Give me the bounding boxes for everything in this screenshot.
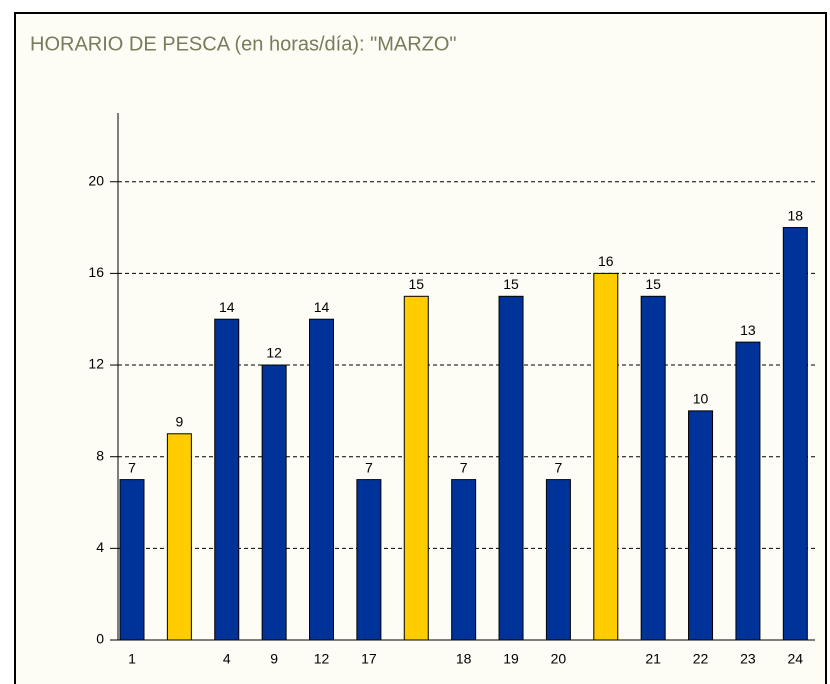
x-tick-label: 18 bbox=[456, 651, 472, 667]
y-tick-label: 16 bbox=[88, 264, 104, 280]
bar bbox=[593, 272, 619, 641]
value-label: 12 bbox=[266, 345, 282, 361]
value-label: 10 bbox=[693, 391, 709, 407]
x-tick-label: 9 bbox=[270, 651, 278, 667]
value-label: 14 bbox=[314, 299, 330, 315]
y-tick-label: 20 bbox=[88, 172, 104, 188]
x-tick-label: 23 bbox=[740, 651, 756, 667]
value-label: 18 bbox=[788, 207, 804, 223]
bar bbox=[166, 433, 192, 641]
bar bbox=[782, 227, 808, 641]
y-tick-label: 12 bbox=[88, 356, 104, 372]
bar bbox=[356, 479, 382, 641]
value-label: 7 bbox=[128, 459, 136, 475]
bar bbox=[498, 295, 524, 641]
bar bbox=[451, 479, 477, 641]
value-label: 14 bbox=[219, 299, 235, 315]
value-label: 15 bbox=[503, 276, 519, 292]
x-tick-label: 22 bbox=[693, 651, 709, 667]
y-tick-label: 4 bbox=[96, 539, 104, 555]
bar bbox=[640, 295, 666, 641]
value-label: 7 bbox=[555, 459, 563, 475]
x-tick-label: 21 bbox=[645, 651, 661, 667]
value-label: 7 bbox=[460, 459, 468, 475]
value-label: 15 bbox=[645, 276, 661, 292]
x-tick-label: 19 bbox=[503, 651, 519, 667]
chart-title: HORARIO DE PESCA (en horas/día): "MARZO" bbox=[30, 33, 457, 55]
value-label: 9 bbox=[175, 413, 183, 429]
bar bbox=[119, 479, 145, 641]
x-tick-label: 20 bbox=[551, 651, 567, 667]
bar bbox=[403, 295, 429, 641]
x-tick-label: 17 bbox=[361, 651, 377, 667]
value-label: 7 bbox=[365, 459, 373, 475]
x-tick-label: 1 bbox=[128, 651, 136, 667]
x-tick-label: 12 bbox=[314, 651, 330, 667]
x-tick-label: 24 bbox=[788, 651, 804, 667]
bar bbox=[309, 318, 335, 641]
y-tick-label: 0 bbox=[96, 631, 104, 647]
bar bbox=[688, 410, 714, 641]
bar bbox=[214, 318, 240, 641]
x-tick-label: 4 bbox=[223, 651, 231, 667]
y-tick-label: 8 bbox=[96, 447, 104, 463]
bar bbox=[545, 479, 571, 641]
bar bbox=[735, 341, 761, 641]
bar bbox=[261, 364, 287, 641]
value-label: 15 bbox=[408, 276, 424, 292]
value-label: 16 bbox=[598, 253, 614, 269]
value-label: 13 bbox=[740, 322, 756, 338]
